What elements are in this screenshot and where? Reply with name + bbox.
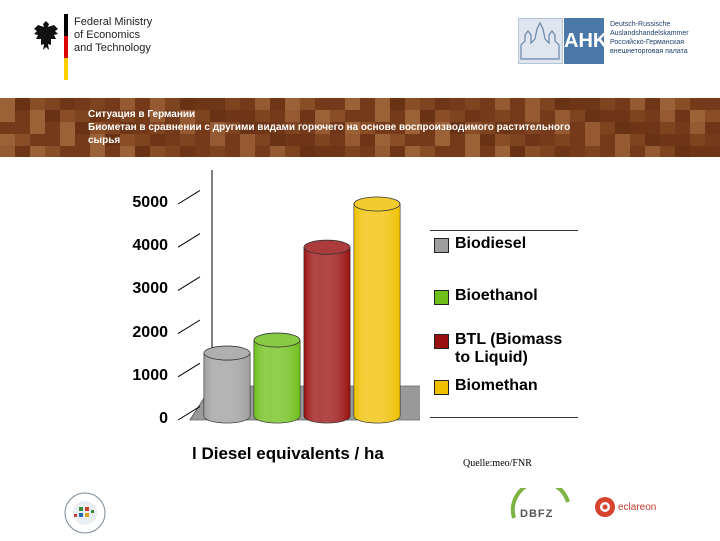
german-flag-bar	[64, 14, 68, 80]
banner-line-1: Ситуация в Германии	[88, 109, 196, 120]
ahk-logo: AHK Deutsch-Russische Auslandshandelskam…	[518, 18, 703, 64]
chart-legend: Biodiesel Bioethanol BTL (Biomass to Liqui…	[430, 230, 578, 418]
legend-swatch	[434, 380, 449, 395]
y-tick-label: 1000	[132, 366, 168, 384]
y-tick-mark	[177, 276, 201, 291]
bar-1	[203, 345, 251, 424]
ministry-logo: Federal Ministry of Economics and Techno…	[30, 14, 160, 84]
ahk-name: Deutsch-Russische Auslandshandelskammer …	[610, 21, 689, 55]
legend-label: Bioethanol	[455, 287, 538, 304]
y-tick-label: 2000	[132, 323, 168, 341]
y-tick-mark	[177, 405, 201, 421]
legend-swatch	[434, 238, 449, 253]
eclareon-icon	[595, 497, 615, 517]
renewables-logo	[62, 490, 108, 536]
y-tick-label: 0	[159, 410, 168, 427]
bar-2	[253, 332, 301, 424]
eclareon-name: eclareon	[618, 502, 657, 513]
banner-line-3: сырья	[88, 135, 121, 146]
y-tick-label: 3000	[132, 280, 168, 298]
y-tick-label: 4000	[132, 237, 168, 255]
legend-label: Biomethan	[455, 377, 538, 394]
y-tick-mark	[177, 189, 201, 205]
legend-item: Biomethan	[434, 377, 538, 395]
y-tick-mark	[177, 233, 201, 248]
banner-text: Ситуация в Германии Биометан в сравнении…	[88, 108, 688, 147]
legend-item: Biodiesel	[434, 235, 526, 253]
dbfz-name: DBFZ	[520, 508, 554, 520]
bar-3	[303, 239, 351, 424]
legend-label: Biodiesel	[455, 235, 527, 252]
legend-swatch	[434, 290, 449, 305]
y-tick-label: 5000	[132, 194, 168, 211]
kremlin-picture-icon	[518, 18, 563, 64]
y-tick-mark	[177, 319, 201, 335]
legend-swatch	[434, 334, 449, 349]
bar-4	[353, 196, 401, 424]
legend-label: BTL (Biomass to Liquid)	[455, 331, 563, 366]
x-axis-label: l Diesel equivalents / ha	[192, 444, 384, 463]
banner-texture	[0, 98, 720, 157]
legend-item: Bioethanol	[434, 287, 538, 305]
dbfz-logo: DBFZ	[508, 488, 576, 536]
banner-line-2: Биометан в сравнении с другими видами го…	[88, 122, 571, 133]
source-note: Quelle:meo/FNR	[463, 458, 532, 469]
bar-chart	[110, 170, 420, 470]
eclareon-logo: eclareon	[594, 494, 674, 522]
ahk-mark: AHK	[564, 18, 607, 64]
legend-item: BTL (Biomass to Liquid)	[434, 331, 562, 367]
chart-plot	[177, 170, 420, 424]
title-banner: Ситуация в Германии Биометан в сравнении…	[0, 98, 720, 157]
y-tick-mark	[177, 362, 201, 378]
eagle-icon	[34, 21, 58, 50]
ministry-name: Federal Ministry of Economics and Techno…	[74, 16, 153, 54]
